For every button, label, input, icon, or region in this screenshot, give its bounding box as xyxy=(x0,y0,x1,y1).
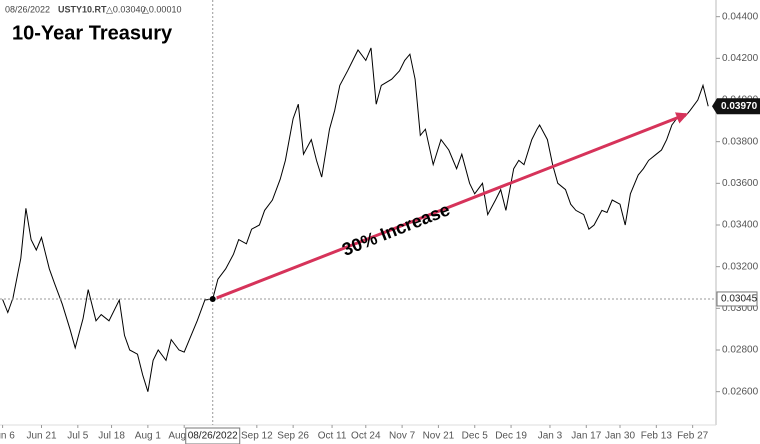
y-tick-label: 0.04400 xyxy=(722,11,759,22)
increase-arrow xyxy=(216,112,689,300)
header: 08/26/2022 USTY10.RT △0.03040 △0.00010 xyxy=(5,4,181,14)
x-tick-label: Feb 13 xyxy=(641,431,673,442)
y-tick-label: 0.03000 xyxy=(722,303,759,314)
header-date: 08/26/2022 xyxy=(5,4,50,14)
crosshair-value-box xyxy=(716,291,758,307)
y-tick-label: 0.02600 xyxy=(722,386,759,397)
x-tick-label: Nov 21 xyxy=(423,431,455,442)
x-tick-label: Oct 24 xyxy=(351,431,381,442)
x-tick-label: Sep 26 xyxy=(277,431,309,442)
crosshair-value: 0.03045 xyxy=(721,294,758,305)
chart-title: 10-Year Treasury xyxy=(12,22,173,44)
y-tick-label: 0.03800 xyxy=(722,136,759,147)
header-symbol: USTY10.RT xyxy=(58,4,107,14)
x-tick-label: Jun 21 xyxy=(26,431,56,442)
x-tick-label: Jul 18 xyxy=(98,431,125,442)
x-tick-label: Nov 7 xyxy=(389,431,416,442)
x-tick-label: Sep 12 xyxy=(241,431,273,442)
y-tick-label: 0.04200 xyxy=(722,53,759,64)
crosshair-date-box xyxy=(185,427,241,444)
x-tick-label: Jan 17 xyxy=(571,431,601,442)
y-tick-label: 0.03200 xyxy=(722,261,759,272)
last-value-tag xyxy=(712,98,760,115)
y-tick-label: 0.03400 xyxy=(722,220,759,231)
header-change: △0.00010 xyxy=(142,4,181,14)
x-tick-label: Oct 11 xyxy=(318,431,347,442)
x-tick-label: Aug 15 xyxy=(168,431,200,442)
price-line xyxy=(2,47,709,392)
x-tick-label: Jun 6 xyxy=(0,431,15,442)
y-tick-label: 0.03600 xyxy=(722,178,759,189)
x-tick-label: Jan 30 xyxy=(605,431,635,442)
last-value-label: 0.03970 xyxy=(721,101,758,112)
start-point xyxy=(209,295,216,302)
y-tick-label: 0.02800 xyxy=(722,345,759,356)
x-tick-label: Dec 19 xyxy=(495,431,527,442)
crosshair-date: 08/26/2022 xyxy=(188,431,238,442)
x-tick-label: Jul 5 xyxy=(67,431,89,442)
x-tick-label: Feb 27 xyxy=(677,431,709,442)
x-tick-label: Dec 5 xyxy=(462,431,489,442)
x-tick-label: Jan 3 xyxy=(538,431,563,442)
header-value: △0.03040 xyxy=(106,4,145,14)
x-tick-label: Aug 1 xyxy=(135,431,162,442)
